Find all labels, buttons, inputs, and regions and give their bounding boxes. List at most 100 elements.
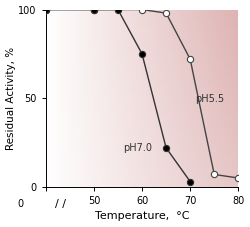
Bar [174,10,175,187]
Bar [78,10,79,187]
Bar [202,10,203,187]
Bar [46,150,238,151]
Bar [151,10,152,187]
Bar [80,10,82,187]
Bar [210,10,212,187]
Bar [67,10,68,187]
Bar [81,10,82,187]
Text: / /: / / [55,199,66,209]
Bar [106,10,108,187]
Bar [169,10,170,187]
Bar [46,42,238,43]
Bar [215,10,216,187]
Bar [152,10,154,187]
Bar [126,10,127,187]
Bar [156,10,158,187]
Bar [156,10,157,187]
Bar [195,10,196,187]
Bar [46,176,238,178]
Bar [154,10,156,187]
Bar [46,47,238,49]
Bar [46,79,238,81]
Bar [222,10,223,187]
Bar [150,10,151,187]
Bar [204,10,205,187]
Bar [46,134,238,136]
Bar [102,10,104,187]
Bar [114,10,115,187]
Bar [69,10,70,187]
Bar [210,10,211,187]
Bar [89,10,90,187]
Bar [76,10,78,187]
Bar [85,10,86,187]
Bar [206,10,208,187]
Bar [46,15,238,17]
Bar [46,77,238,79]
Bar [148,10,149,187]
Bar [46,155,238,157]
Bar [121,10,122,187]
Bar [104,10,106,187]
Bar [194,10,195,187]
Bar [46,109,238,111]
Bar [46,183,238,185]
Bar [46,102,238,104]
Bar [232,10,234,187]
Bar [237,10,238,187]
Bar [46,105,238,107]
Bar [54,10,55,187]
Bar [170,10,171,187]
Bar [92,10,93,187]
Bar [126,10,128,187]
Bar [234,10,235,187]
Bar [221,10,222,187]
Bar [55,10,56,187]
Bar [46,70,238,72]
Bar [46,31,238,33]
Bar [220,10,221,187]
Bar [46,68,238,70]
Bar [46,11,238,13]
Text: pH7.0: pH7.0 [123,143,152,153]
Bar [46,40,238,42]
Bar [184,10,186,187]
Bar [180,10,181,187]
Bar [46,153,238,155]
Bar [91,10,92,187]
Bar [234,10,236,187]
Bar [145,10,146,187]
Bar [228,10,229,187]
Bar [171,10,172,187]
Bar [46,81,238,82]
Bar [134,10,136,187]
Bar [46,13,238,15]
Bar [188,10,190,187]
Bar [54,10,56,187]
Bar [93,10,94,187]
Bar [46,182,238,183]
Bar [113,10,114,187]
Bar [46,66,238,68]
Bar [189,10,190,187]
Bar [46,157,238,158]
Bar [46,75,238,77]
Bar [70,10,71,187]
Bar [46,141,238,143]
Bar [46,100,238,102]
Bar [56,10,58,187]
Bar [110,10,112,187]
Bar [46,114,238,116]
Bar [46,96,238,98]
Bar [164,10,166,187]
Bar [96,10,97,187]
Bar [46,171,238,173]
Bar [50,10,52,187]
Bar [140,10,141,187]
Bar [200,10,201,187]
Bar [100,10,101,187]
Bar [124,10,125,187]
Text: 0: 0 [18,199,24,209]
Bar [46,178,238,180]
Bar [177,10,178,187]
